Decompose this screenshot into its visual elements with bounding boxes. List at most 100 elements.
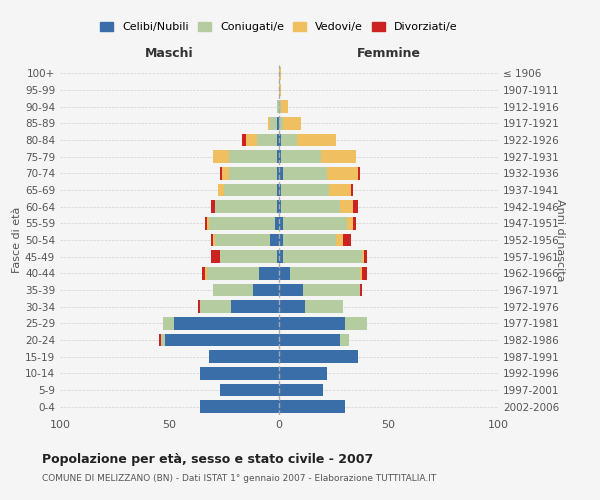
Bar [277, 167, 279, 179]
Bar [246, 134, 257, 146]
Bar [353, 217, 356, 230]
Bar [360, 284, 362, 296]
Bar [275, 217, 279, 230]
Bar [279, 200, 281, 213]
Bar [279, 150, 281, 163]
Bar [215, 234, 270, 246]
Bar [277, 117, 279, 130]
Bar [207, 217, 209, 230]
Bar [242, 134, 246, 146]
Bar [279, 250, 283, 263]
Bar [290, 267, 360, 280]
Bar [279, 67, 281, 80]
Y-axis label: Anni di nascita: Anni di nascita [555, 198, 565, 281]
Bar [281, 150, 320, 163]
Bar [358, 167, 360, 179]
Bar [327, 167, 358, 179]
Bar [279, 367, 327, 380]
Text: Femmine: Femmine [356, 47, 421, 60]
Bar [229, 167, 277, 179]
Bar [303, 284, 360, 296]
Bar [277, 150, 279, 163]
Bar [283, 167, 327, 179]
Bar [279, 284, 303, 296]
Bar [224, 184, 277, 196]
Bar [259, 267, 279, 280]
Y-axis label: Fasce di età: Fasce di età [12, 207, 22, 273]
Bar [214, 150, 229, 163]
Bar [277, 100, 279, 113]
Bar [209, 217, 275, 230]
Bar [281, 200, 340, 213]
Bar [220, 167, 222, 179]
Bar [340, 200, 353, 213]
Bar [344, 317, 367, 330]
Bar [279, 400, 344, 413]
Bar [281, 100, 288, 113]
Bar [205, 217, 207, 230]
Bar [277, 134, 279, 146]
Bar [163, 317, 174, 330]
Bar [202, 267, 205, 280]
Text: Popolazione per età, sesso e stato civile - 2007: Popolazione per età, sesso e stato civil… [42, 452, 373, 466]
Bar [214, 234, 215, 246]
Bar [283, 217, 347, 230]
Bar [281, 134, 296, 146]
Bar [347, 217, 353, 230]
Bar [362, 250, 364, 263]
Bar [351, 184, 353, 196]
Text: Maschi: Maschi [145, 47, 194, 60]
Bar [198, 300, 200, 313]
Bar [279, 334, 340, 346]
Bar [343, 234, 351, 246]
Bar [270, 234, 279, 246]
Bar [279, 300, 305, 313]
Bar [279, 184, 281, 196]
Bar [281, 184, 329, 196]
Bar [279, 217, 283, 230]
Bar [279, 84, 281, 96]
Bar [277, 184, 279, 196]
Bar [222, 167, 229, 179]
Bar [229, 150, 277, 163]
Bar [320, 150, 356, 163]
Bar [336, 234, 343, 246]
Bar [296, 134, 336, 146]
Bar [207, 267, 259, 280]
Bar [218, 184, 224, 196]
Bar [279, 317, 344, 330]
Bar [279, 117, 283, 130]
Bar [257, 134, 277, 146]
Bar [158, 334, 161, 346]
Bar [211, 234, 214, 246]
Bar [279, 234, 283, 246]
Bar [340, 334, 349, 346]
Bar [211, 200, 215, 213]
Bar [305, 300, 343, 313]
Bar [279, 350, 358, 363]
Bar [231, 300, 279, 313]
Bar [161, 334, 165, 346]
Bar [209, 350, 279, 363]
Bar [215, 200, 277, 213]
Bar [362, 267, 367, 280]
Bar [279, 134, 281, 146]
Bar [200, 367, 279, 380]
Bar [329, 184, 351, 196]
Bar [353, 200, 358, 213]
Bar [279, 267, 290, 280]
Bar [283, 234, 336, 246]
Bar [211, 250, 220, 263]
Bar [220, 384, 279, 396]
Bar [283, 117, 301, 130]
Bar [220, 250, 277, 263]
Bar [165, 334, 279, 346]
Bar [279, 167, 283, 179]
Bar [277, 250, 279, 263]
Text: COMUNE DI MELIZZANO (BN) - Dati ISTAT 1° gennaio 2007 - Elaborazione TUTTITALIA.: COMUNE DI MELIZZANO (BN) - Dati ISTAT 1°… [42, 474, 436, 483]
Bar [364, 250, 367, 263]
Bar [214, 284, 253, 296]
Bar [279, 100, 281, 113]
Bar [200, 400, 279, 413]
Legend: Celibi/Nubili, Coniugati/e, Vedovi/e, Divorziati/e: Celibi/Nubili, Coniugati/e, Vedovi/e, Di… [100, 22, 458, 32]
